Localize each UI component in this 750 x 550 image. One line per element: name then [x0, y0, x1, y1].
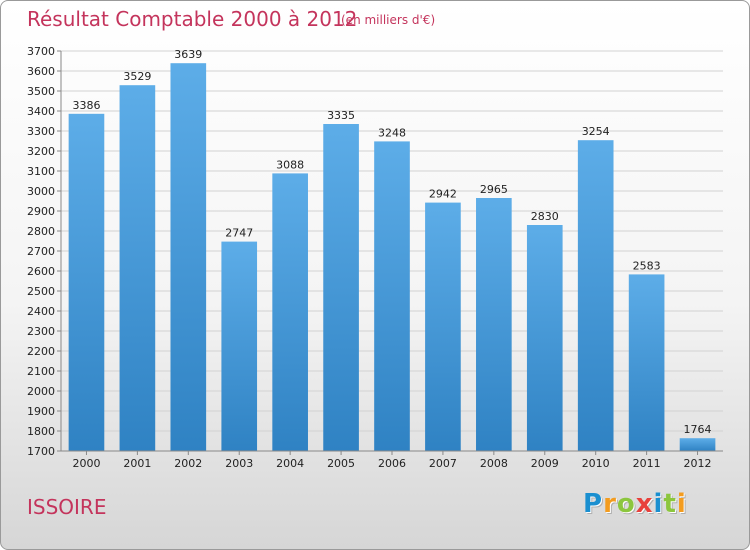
chart-subtitle: (en milliers d'€) [341, 13, 436, 27]
x-tick-label: 2012 [684, 457, 712, 470]
x-tick-label: 2010 [582, 457, 610, 470]
data-label: 2583 [633, 259, 661, 272]
x-tick-label: 2000 [72, 457, 100, 470]
y-tick-label: 2400 [27, 305, 55, 318]
data-label: 3248 [378, 126, 406, 139]
data-label: 2942 [429, 188, 457, 201]
bar [476, 198, 512, 451]
data-label: 3386 [72, 99, 100, 112]
proxiti-logo: Proxiti [583, 489, 687, 519]
y-tick-label: 3600 [27, 65, 55, 78]
logo-letter: o [616, 489, 636, 519]
y-tick-label: 3400 [27, 105, 55, 118]
y-tick-label: 2100 [27, 365, 55, 378]
bar [628, 274, 665, 451]
y-tick-label: 1700 [27, 445, 55, 458]
bar [119, 85, 156, 451]
x-tick-label: 2007 [429, 457, 457, 470]
x-tick-label: 2008 [480, 457, 508, 470]
chart-title: Résultat Comptable 2000 à 2012 [27, 7, 358, 31]
logo-letter: r [603, 489, 617, 519]
y-tick-label: 2700 [27, 245, 55, 258]
y-tick-label: 3100 [27, 165, 55, 178]
bar [68, 113, 105, 452]
data-label: 3088 [276, 158, 304, 171]
x-axis: 2000 2001 2002 2003 2004 2005 2006 2007 2008 2009… [61, 450, 723, 470]
bar [323, 124, 359, 451]
y-tick-label: 3700 [27, 45, 55, 58]
x-tick-label: 2011 [633, 457, 661, 470]
x-tick-label: 2005 [327, 457, 355, 470]
x-tick-label: 2001 [123, 457, 151, 470]
bar [425, 202, 461, 451]
y-axis: 1700 1800 1900 2000 2100 2200 2300 2400 2500 2600… [27, 45, 62, 458]
y-tick-label: 2900 [27, 205, 55, 218]
y-tick-label: 3300 [27, 125, 55, 138]
place-name: ISSOIRE [27, 495, 107, 519]
y-tick-label: 2200 [27, 345, 55, 358]
logo-letter: P [583, 489, 604, 519]
x-tick-label: 2002 [174, 457, 202, 470]
data-label: 1764 [684, 423, 712, 436]
y-tick-label: 3500 [27, 85, 55, 98]
y-tick-label: 2000 [27, 385, 55, 398]
logo-letter: i [653, 489, 664, 519]
data-label: 3335 [327, 109, 355, 122]
bar [526, 225, 563, 451]
y-tick-label: 2500 [27, 285, 55, 298]
y-tick-label: 3000 [27, 185, 55, 198]
data-label: 3254 [582, 125, 610, 138]
y-tick-label: 3200 [27, 145, 55, 158]
y-tick-label: 1800 [27, 425, 55, 438]
x-tick-label: 2003 [225, 457, 253, 470]
bar [374, 141, 410, 451]
data-label: 2965 [480, 183, 508, 196]
data-label: 2830 [531, 210, 559, 223]
x-tick-label: 2009 [531, 457, 559, 470]
y-tick-label: 2800 [27, 225, 55, 238]
logo-letter: t [663, 489, 677, 519]
y-tick-label: 1900 [27, 405, 55, 418]
bar [679, 438, 716, 451]
data-label: 3529 [123, 70, 151, 83]
bars: 3386 3529 3639 2747 3088 3335 3248 2942 2965 2830… [68, 48, 716, 452]
y-tick-label: 2300 [27, 325, 55, 338]
bar [170, 63, 207, 451]
data-label: 3639 [174, 48, 202, 61]
x-tick-label: 2004 [276, 457, 304, 470]
data-label: 2747 [225, 227, 253, 240]
y-tick-label: 2600 [27, 265, 55, 278]
logo-letter: i [676, 489, 687, 519]
bar [272, 173, 308, 451]
x-tick-label: 2006 [378, 457, 406, 470]
bar [577, 140, 614, 451]
bar [221, 241, 258, 451]
logo-letter: x [635, 489, 654, 519]
